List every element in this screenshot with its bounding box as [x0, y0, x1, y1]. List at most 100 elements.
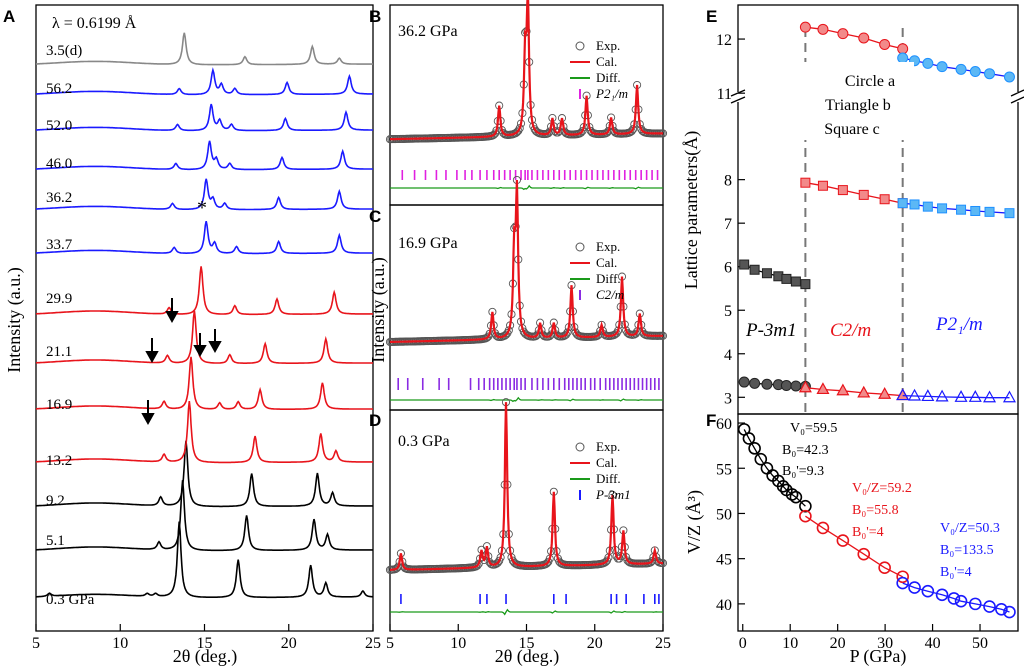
volume-point: [983, 600, 996, 613]
volume-point: [878, 561, 891, 575]
marker-triangle: [878, 387, 892, 399]
x-tick-label: 40: [925, 635, 941, 652]
panel-f-ylabel: V/Z (Å³): [684, 490, 705, 554]
marker-circle: [922, 57, 934, 69]
trace-label: 46.0: [46, 156, 72, 172]
exp-point: [562, 330, 571, 339]
legend-triangle: Triangle b: [825, 97, 891, 114]
marker-square: [879, 194, 890, 205]
x-tick-label: 20: [281, 635, 297, 652]
exp-point: [532, 127, 541, 136]
y-tick-label: 12: [716, 32, 732, 49]
trace-211: [36, 310, 373, 364]
panel-e-label: E: [706, 7, 717, 26]
trace-label: 16.9: [46, 397, 72, 413]
marker-triangle: [857, 385, 871, 398]
legend-square: Square c: [824, 121, 880, 138]
legend-exp-marker: [575, 41, 585, 51]
fit1-v0: V₀=59.5: [790, 421, 837, 436]
fit2-v0: V₀/Z=59.2: [852, 481, 912, 496]
trace-337: [36, 221, 373, 255]
fit1-b0p: B₀'=9.3: [782, 464, 824, 479]
panel-b-plot: [385, 0, 668, 191]
trace-label: 3.5(d): [46, 43, 82, 59]
trace-562: [36, 67, 373, 96]
trace-label: 36.2: [46, 190, 72, 206]
exp-point: [626, 128, 635, 137]
marker-square: [800, 279, 811, 290]
trace-03GPa: [36, 521, 374, 599]
y-tick-label: 11: [717, 86, 732, 103]
y-tick-label: 5: [724, 303, 732, 320]
panel-b-pressure: 36.2 GPa: [398, 23, 458, 40]
trace-label: 52.0: [46, 118, 72, 134]
x-tick-label: 10: [112, 635, 128, 652]
marker-square: [970, 205, 981, 216]
calc-curve: [389, 179, 663, 344]
marker-square: [749, 264, 760, 275]
marker-circle: [790, 380, 802, 392]
trace-132: [36, 401, 373, 464]
legend-label: Exp.: [596, 38, 620, 53]
marker-square: [739, 259, 750, 270]
y-tick-label: 4: [724, 347, 732, 364]
panel-b-label: B: [369, 7, 381, 26]
exp-point: [653, 556, 662, 565]
panel-a-axes: [35, 4, 374, 632]
exp-point: [500, 331, 509, 340]
x-tick-label: 15: [519, 635, 535, 652]
calc-curve: [390, 0, 663, 141]
x-tick-label: 50: [972, 635, 988, 652]
exp-point: [612, 329, 621, 338]
wavelength-label: λ = 0.6199 Å: [52, 14, 137, 32]
x-tick-label: 25: [365, 635, 381, 652]
trace-299: [36, 266, 373, 316]
panel-d-xlabel: 2θ (deg.): [495, 646, 560, 667]
trace-35d: [36, 32, 373, 66]
trace-label: 33.7: [46, 237, 73, 253]
x-tick-label: 30: [877, 635, 893, 652]
panel-a-ylabel: Intensity (a.u.): [4, 267, 25, 372]
marker-circle: [738, 376, 750, 388]
volume-point: [896, 576, 909, 590]
exp-point: [493, 558, 502, 567]
marker-triangle: [954, 390, 968, 402]
marker-square: [909, 199, 920, 210]
marker-circle: [984, 68, 996, 80]
star-annotation: *: [197, 197, 207, 219]
fit3-b0p: B₀'=4: [940, 565, 972, 580]
marker-circle: [969, 66, 981, 78]
trace-label: 0.3 GPa: [46, 592, 95, 608]
exp-point: [577, 128, 586, 137]
y-tick-label: 40: [716, 597, 732, 614]
marker-circle: [1003, 71, 1015, 83]
marker-square: [781, 273, 792, 284]
marker-square: [897, 198, 908, 209]
x-tick-label: 25: [655, 635, 671, 652]
legend-label: Diff.: [596, 271, 621, 286]
exp-point: [501, 330, 511, 339]
marker-circle: [749, 377, 761, 389]
volume-point: [954, 594, 968, 608]
marker-triangle: [896, 388, 910, 401]
panel-f-label: F: [706, 411, 716, 430]
trace-520: [36, 103, 373, 132]
diff-curve: [390, 184, 663, 191]
trace-460: [36, 140, 373, 171]
marker-triangle: [983, 390, 997, 403]
marker-circle: [817, 23, 829, 35]
x-tick-label: 10: [782, 635, 798, 652]
y-tick-label: 50: [716, 506, 732, 523]
diff-curve: [390, 396, 663, 403]
marker-square: [922, 201, 933, 212]
legend-label: Cal.: [596, 54, 617, 69]
fit2-b0: B₀=55.8: [852, 503, 899, 518]
legend-label: Diff.: [596, 471, 621, 486]
volume-point: [789, 490, 803, 504]
panel-e-ylabel: Lattice parameters(Å): [681, 131, 702, 289]
marker-square: [1004, 208, 1015, 219]
marker-square: [817, 180, 828, 191]
legend-exp-marker: [575, 242, 585, 252]
volume-point: [816, 521, 830, 535]
